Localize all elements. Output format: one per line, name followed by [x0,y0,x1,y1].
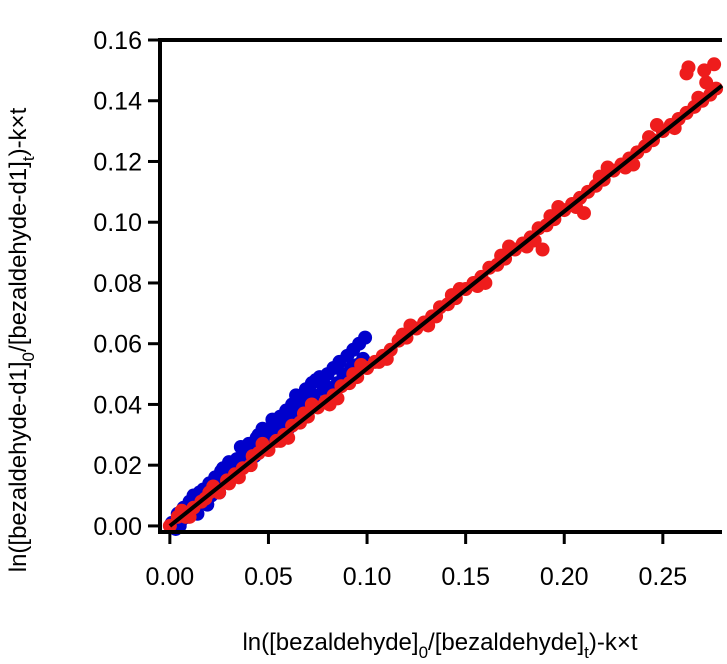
y-tick-label: 0.04 [93,391,142,419]
x-tick-label: 0.00 [146,563,195,591]
fit-line-layer [168,83,724,528]
data-point-series-1 [289,388,304,403]
y-tick-label: 0.16 [93,27,142,55]
data-point-series-2 [679,66,694,81]
data-point-series-2 [707,57,722,72]
y-tick-label: 0.14 [93,88,142,116]
y-tick-label: 0.02 [93,452,142,480]
x-tick-label: 0.20 [540,563,589,591]
x-tick-label: 0.15 [441,563,490,591]
ticks-layer: 0.00 0.02 0.04 0.06 0.08 0.10 0.12 0.14 0.16 0.00… [93,27,687,591]
x-tick-label: 0.10 [343,563,392,591]
fit-line [168,83,724,528]
y-tick-label: 0.10 [93,209,142,237]
y-tick-label: 0.06 [93,331,142,359]
y-tick-label: 0.08 [93,270,142,298]
x-tick-label: 0.05 [244,563,293,591]
data-point-series-2 [649,118,664,133]
data-point-series-1 [308,373,323,388]
x-tick-label: 0.25 [639,563,688,591]
data-point-series-2 [535,242,550,257]
data-point-series-2 [551,200,566,215]
data-point-series-2 [699,75,714,90]
y-axis-title: ln([bezaldehyde-d1]0/[bezaldehyde-d1]t)-… [5,107,38,572]
data-point-series-1 [233,439,248,454]
data-point-series-2 [600,160,615,175]
data-point-series-2 [576,206,591,221]
data-point-series-1 [358,330,373,345]
data-point-series-2 [502,239,517,254]
y-tick-label: 0.00 [93,513,142,541]
y-tick-label: 0.12 [93,148,142,176]
x-axis-title: ln([bezaldehyde]0/[bezaldehyde]t)-k×t [242,629,637,662]
axes-layer [158,38,722,534]
